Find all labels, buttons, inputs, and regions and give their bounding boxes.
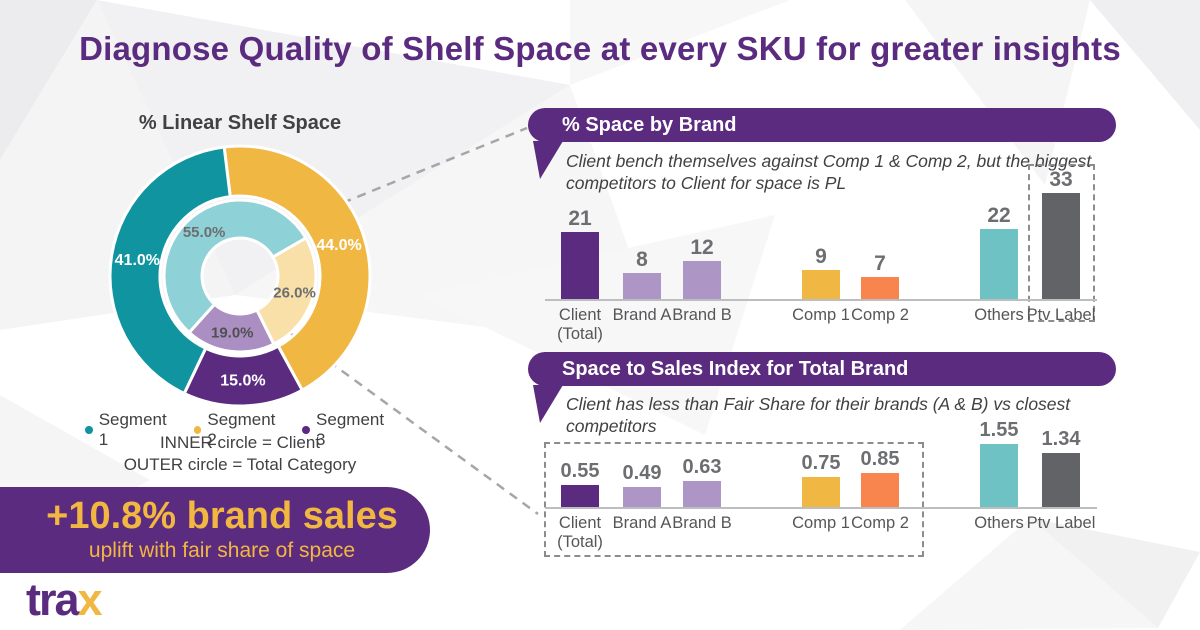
callout-subline: uplift with fair share of space — [88, 538, 356, 562]
bar-value-client-total-: 21 — [568, 207, 592, 230]
legend-label: Segment 1 — [98, 410, 167, 449]
legend-note-inner: INNER circle = Client — [159, 433, 321, 452]
bar-others — [980, 444, 1018, 507]
bar-value-ptv-label: 1.34 — [1041, 428, 1081, 450]
chart2-subtitle: Client has less than Fair Share for thei… — [566, 393, 1114, 438]
bar-xlabel-ptv-label: Ptv Label — [1026, 306, 1096, 324]
donut-chart: 44.0% 15.0% 41.0% 26.0% 19.0% 55.0% — [108, 144, 372, 408]
chart1-highlight-box-ptv-label — [1028, 164, 1095, 322]
chart1-subtitle: Client bench themselves against Comp 1 &… — [566, 150, 1114, 195]
legend-note-outer: OUTER circle = Total Category — [123, 455, 357, 474]
bar-xlabel-brand-b: Brand B — [672, 514, 732, 532]
donut-segment-label: 44.0% — [316, 237, 361, 254]
donut-segment-label: 55.0% — [183, 224, 226, 241]
bar-value-comp-1: 0.75 — [801, 452, 841, 474]
bar-xlabel-ptv-label: Ptv Label — [1026, 514, 1096, 532]
bar-client-total- — [561, 485, 599, 507]
bar-xlabel-brand-a: Brand A — [612, 306, 672, 324]
bar-value-others: 1.55 — [979, 419, 1019, 441]
chart2-banner-pointer — [533, 385, 563, 423]
donut-segment-label: 26.0% — [273, 285, 316, 302]
bar-value-brand-a: 8 — [636, 248, 648, 271]
donut-segment-label: 19.0% — [211, 325, 254, 342]
legend-item-segment-1: Segment 1 — [85, 410, 178, 450]
bar-xlabel-others: Others — [974, 514, 1024, 532]
bar-xlabel-brand-b: Brand B — [672, 306, 732, 324]
bar-value-comp-2: 0.85 — [860, 448, 900, 470]
chart1-banner-title: % Space by Brand — [528, 108, 1116, 142]
logo-text-main: tra — [26, 574, 80, 625]
chart2-axis-line — [545, 507, 1097, 509]
donut-segment-segment-2 — [255, 236, 318, 346]
bar-value-others: 22 — [987, 204, 1011, 227]
donut-segment-label: 15.0% — [220, 373, 265, 390]
chart2-subtitle-line2: competitors — [566, 416, 657, 437]
bar-comp-1 — [802, 477, 840, 507]
chart1-subtitle-line2: competitors to Client for space is PL — [566, 173, 847, 194]
bar-ptv-label — [1042, 193, 1080, 299]
bar-comp-1 — [802, 270, 840, 299]
legend-dot — [193, 426, 202, 434]
bar-xlabel-client-total-: Client (Total) — [557, 306, 603, 344]
bar-comp-2 — [861, 473, 899, 507]
legend-label: Segment 2 — [207, 410, 276, 449]
chart1-banner-pointer — [533, 141, 563, 179]
bar-xlabel-others: Others — [974, 306, 1024, 324]
bar-brand-a — [623, 273, 661, 299]
bar-brand-b — [683, 481, 721, 507]
legend-item-segment-2: Segment 2 — [193, 410, 287, 450]
bar-xlabel-comp-1: Comp 1 — [792, 306, 850, 324]
bar-xlabel-comp-2: Comp 2 — [851, 306, 909, 324]
bar-client-total- — [561, 232, 599, 299]
logo-text-accent: x — [77, 574, 103, 625]
bar-xlabel-brand-a: Brand A — [612, 514, 672, 532]
legend-dot — [85, 426, 93, 434]
bar-value-ptv-label: 33 — [1049, 168, 1073, 191]
chart1-axis-line — [545, 299, 1097, 301]
bar-value-comp-1: 9 — [815, 245, 827, 268]
bar-xlabel-comp-1: Comp 1 — [792, 514, 850, 532]
chart1-plot-area: 21 Client (Total) 8 Brand A 12 Brand B 9 Comp 1… — [545, 164, 1105, 343]
donut-segment-segment-1 — [108, 145, 232, 395]
donut-segment-segment-1 — [162, 198, 308, 334]
chart2-highlight-box-client-brands — [544, 442, 924, 557]
bar-brand-b — [683, 261, 721, 299]
bar-brand-a — [623, 487, 661, 507]
donut-segment-label: 41.0% — [115, 252, 160, 269]
bar-xlabel-comp-2: Comp 2 — [851, 514, 909, 532]
bar-value-brand-b: 12 — [690, 236, 714, 259]
bar-value-comp-2: 7 — [874, 252, 886, 275]
chart2-subtitle-line1: Client has less than Fair Share for thei… — [566, 394, 1071, 414]
trax-logo: trax — [26, 574, 103, 626]
chart2-banner-title: Space to Sales Index for Total Brand — [528, 352, 1116, 386]
sales-uplift-callout: +10.8% brand sales uplift with fair shar… — [0, 487, 430, 573]
bar-value-client-total-: 0.55 — [560, 460, 600, 482]
donut-chart-title: % Linear Shelf Space — [138, 112, 342, 134]
chart2-plot-area: 0.55 Client (Total) 0.49 Brand A 0.63 Brand B… — [544, 419, 1105, 570]
chart1-subtitle-line1: Client bench themselves against Comp 1 &… — [566, 151, 1092, 171]
bar-xlabel-client-total-: Client (Total) — [557, 514, 603, 552]
bar-value-brand-b: 0.63 — [682, 456, 722, 478]
bar-value-brand-a: 0.49 — [622, 462, 662, 484]
bar-comp-2 — [861, 277, 899, 299]
bar-others — [980, 229, 1018, 299]
page-title: Diagnose Quality of Shelf Space at every… — [79, 30, 1121, 67]
callout-headline: +10.8% brand sales — [46, 495, 398, 538]
bar-ptv-label — [1042, 453, 1080, 507]
